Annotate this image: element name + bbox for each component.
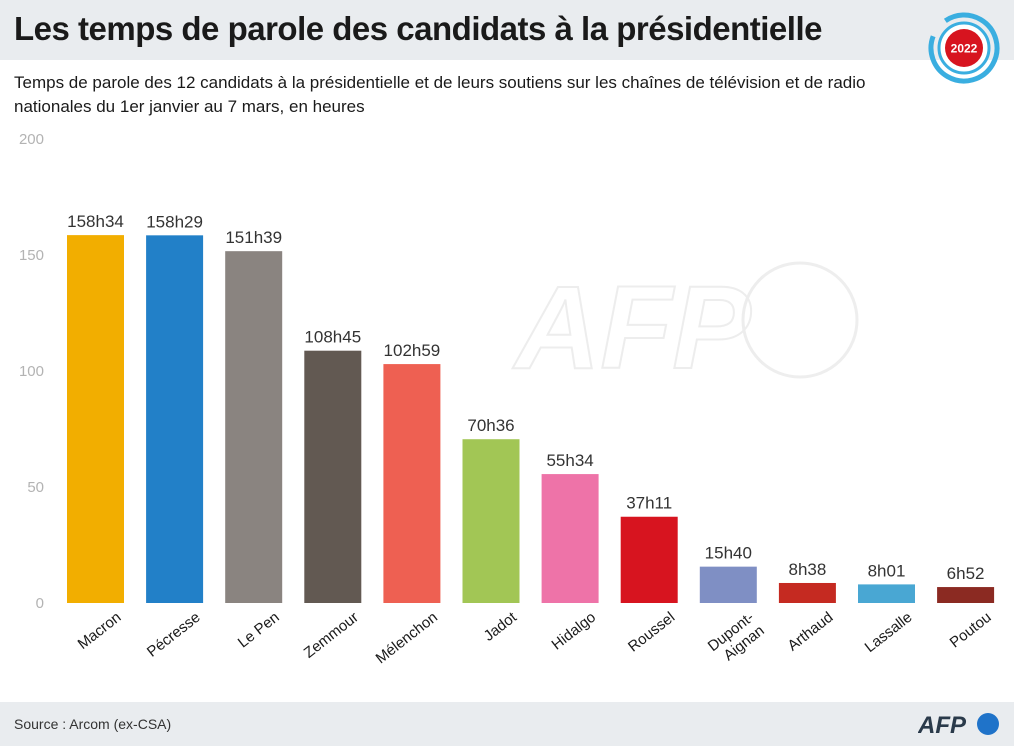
afp-logo-text: AFP bbox=[918, 712, 967, 739]
bar-chart: AFP 0 50 100 150 200 158h34 158h29 151h39 108h4… bbox=[19, 131, 995, 669]
y-tick-label: 150 bbox=[19, 247, 44, 264]
bar bbox=[541, 474, 599, 603]
x-tick-label: Mélenchon bbox=[373, 609, 441, 668]
value-label: 15h40 bbox=[705, 544, 752, 563]
source-note: Source : Arcom (ex-CSA) bbox=[14, 716, 172, 732]
value-label: 55h34 bbox=[546, 451, 593, 470]
x-tick-label: Arthaud bbox=[784, 609, 836, 655]
x-tick-label: Le Pen bbox=[235, 609, 283, 652]
y-axis: 0 50 100 150 200 bbox=[19, 131, 44, 612]
bars-group bbox=[67, 235, 995, 603]
bar bbox=[67, 235, 124, 603]
x-tick-label: Macron bbox=[75, 609, 125, 653]
y-tick-label: 200 bbox=[19, 131, 44, 148]
header-band bbox=[0, 0, 1014, 60]
election-year-badge: 2022 bbox=[928, 12, 1000, 84]
bar bbox=[858, 584, 915, 603]
value-label: 70h36 bbox=[467, 416, 514, 435]
afp-watermark: AFP bbox=[511, 261, 859, 395]
y-tick-label: 50 bbox=[27, 479, 44, 496]
x-tick-label: Poutou bbox=[947, 609, 995, 652]
afp-logo: AFP bbox=[918, 712, 999, 739]
badge-year: 2022 bbox=[951, 42, 978, 56]
bar bbox=[699, 566, 757, 603]
y-tick-label: 100 bbox=[19, 363, 44, 380]
value-label: 8h38 bbox=[788, 560, 826, 579]
x-axis-labels: Macron Pécresse Le Pen Zemmour Mélenchon Jado… bbox=[75, 608, 995, 669]
value-labels-group: 158h34 158h29 151h39 108h45 102h59 70h36 55h34… bbox=[67, 212, 984, 583]
bar bbox=[304, 350, 362, 603]
value-label: 102h59 bbox=[384, 341, 441, 360]
x-tick-label: Roussel bbox=[625, 609, 678, 656]
value-label: 108h45 bbox=[304, 328, 361, 347]
x-tick-label: Hidalgo bbox=[549, 609, 600, 654]
bar bbox=[225, 251, 283, 603]
chart-subtitle: Temps de parole des 12 candidats à la pr… bbox=[14, 73, 866, 116]
bar bbox=[383, 364, 441, 603]
bar bbox=[778, 582, 836, 603]
x-tick-label: Pécresse bbox=[144, 609, 204, 661]
x-tick-label: Lassalle bbox=[862, 609, 916, 656]
x-tick-label: Zemmour bbox=[301, 609, 362, 662]
bar bbox=[620, 516, 678, 603]
x-tick-label: Jadot bbox=[481, 608, 521, 645]
bar bbox=[937, 587, 995, 603]
bar bbox=[146, 235, 204, 603]
footer-band bbox=[0, 702, 1014, 746]
x-tick-label: Dupont-Aignan bbox=[705, 609, 768, 669]
value-label: 6h52 bbox=[947, 564, 985, 583]
page-title: Les temps de parole des candidats à la p… bbox=[14, 10, 822, 47]
value-label: 151h39 bbox=[225, 228, 282, 247]
bar bbox=[462, 439, 520, 603]
value-label: 158h29 bbox=[146, 212, 203, 231]
y-tick-label: 0 bbox=[36, 595, 44, 612]
value-label: 8h01 bbox=[868, 561, 906, 580]
value-label: 37h11 bbox=[626, 494, 672, 513]
value-label: 158h34 bbox=[67, 212, 124, 231]
watermark-text: AFP bbox=[512, 262, 751, 394]
